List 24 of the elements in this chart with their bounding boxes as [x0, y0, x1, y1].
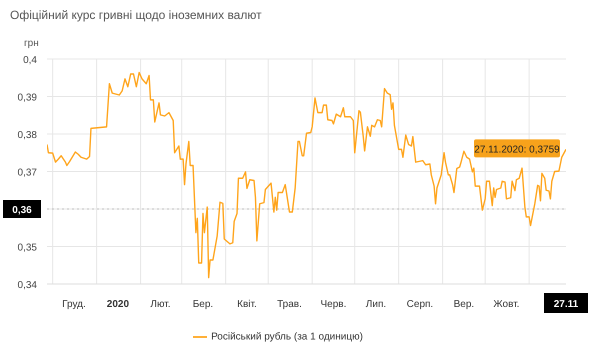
y-tick-label: 0,39	[18, 92, 38, 104]
x-tick-label: 27.11	[554, 299, 579, 310]
y-tick-label: 0,34	[18, 280, 38, 291]
annotation: 27.11.2020: 0,3759	[474, 144, 560, 156]
x-tick-label: Трав.	[277, 299, 302, 310]
y-tick-label: 0,38	[18, 130, 38, 141]
x-tick-label: 2020	[106, 299, 130, 310]
ref-line-label: 0,36	[12, 205, 32, 216]
y-tick-label: 0,4	[23, 55, 38, 66]
x-tick-label: Вер.	[454, 299, 474, 310]
x-tick-label: Серп.	[406, 299, 434, 310]
legend-label: Російський рубль (за 1 одиницю)	[211, 332, 363, 343]
y-tick-label: 0,37	[18, 168, 38, 178]
x-tick-label: Черв.	[320, 299, 346, 310]
x-tick-label: Жовт.	[493, 299, 520, 310]
x-tick-label: Бер.	[192, 299, 214, 310]
x-tick-label: Лют.	[150, 299, 170, 310]
chart-title: Офіційний курс гривні щодо іноземних валют	[10, 8, 262, 22]
x-tick-label: Груд.	[62, 299, 86, 310]
y-tick-label: 0,35	[18, 242, 38, 254]
line-series	[47, 72, 566, 278]
y-axis-title: грн	[24, 38, 39, 49]
x-tick-label: Лип.	[366, 299, 386, 310]
x-tick-label: Квіт.	[237, 299, 257, 310]
